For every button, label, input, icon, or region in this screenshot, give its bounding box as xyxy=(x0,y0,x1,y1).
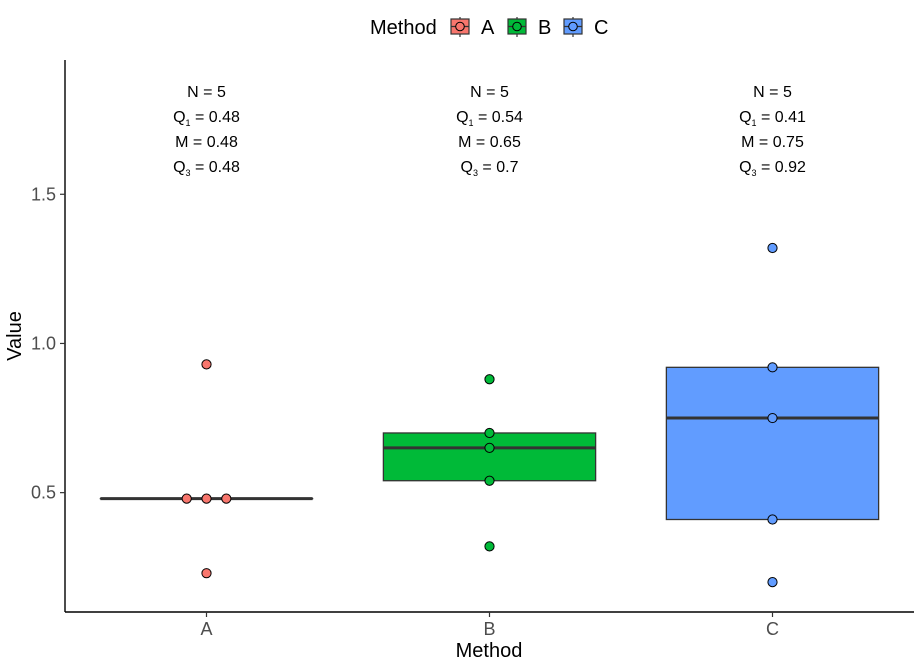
annotation-median: M = 0.65 xyxy=(458,134,521,151)
annotation-median: M = 0.48 xyxy=(175,134,238,151)
annotation-median: M = 0.75 xyxy=(741,134,804,151)
data-point-A xyxy=(201,359,212,370)
annotation-q3: Q3 = 0.92 xyxy=(739,159,806,178)
y-tick-label: 0.5 xyxy=(31,483,56,503)
x-tick-label: C xyxy=(766,619,779,639)
data-point-C xyxy=(767,412,778,424)
x-axis-title: Method xyxy=(456,640,523,662)
data-point-C xyxy=(767,577,778,588)
x-ticks: A B C xyxy=(200,612,779,639)
legend-label-C: C xyxy=(594,17,608,39)
boxes xyxy=(99,366,880,521)
data-point-A xyxy=(201,493,212,504)
legend-key-C xyxy=(563,17,583,37)
legend-label-A: A xyxy=(481,17,495,39)
annotation-q1: Q1 = 0.54 xyxy=(456,109,523,128)
data-point-A xyxy=(221,493,232,504)
annotation-q1: Q1 = 0.48 xyxy=(173,109,240,128)
data-point-B xyxy=(484,374,495,385)
y-axis-title: Value xyxy=(4,311,26,361)
annotations: N = 5 Q1 = 0.48 M = 0.48 Q3 = 0.48 N = 5 Q1 =… xyxy=(173,84,806,178)
annotation-q1: Q1 = 0.41 xyxy=(739,109,806,128)
data-point-C xyxy=(767,514,778,525)
y-ticks: 0.5 1.0 1.5 xyxy=(31,184,65,503)
box-C xyxy=(665,366,880,521)
annotation-q3: Q3 = 0.48 xyxy=(173,159,240,178)
x-tick-label: B xyxy=(483,619,495,639)
data-point-A xyxy=(181,493,192,504)
data-point-B xyxy=(484,427,495,439)
y-tick-label: 1.0 xyxy=(31,333,56,353)
data-point-C xyxy=(767,362,778,373)
annotation-n: N = 5 xyxy=(187,84,226,101)
annotation-q3: Q3 = 0.7 xyxy=(461,159,519,178)
legend: Method A B C xyxy=(370,17,608,39)
data-point-B xyxy=(484,475,495,486)
data-point-A xyxy=(201,568,212,579)
annotation-n: N = 5 xyxy=(753,84,792,101)
annotation-n: N = 5 xyxy=(470,84,509,101)
legend-title: Method xyxy=(370,17,437,39)
x-tick-label: A xyxy=(200,619,212,639)
data-point-C xyxy=(767,242,778,254)
box-B xyxy=(382,432,597,482)
data-point-B xyxy=(484,442,495,453)
y-tick-label: 1.5 xyxy=(31,184,56,204)
legend-key-B xyxy=(507,17,527,37)
legend-label-B: B xyxy=(538,17,551,39)
data-points xyxy=(181,242,778,588)
legend-key-A xyxy=(450,17,470,37)
data-point-B xyxy=(484,541,495,552)
